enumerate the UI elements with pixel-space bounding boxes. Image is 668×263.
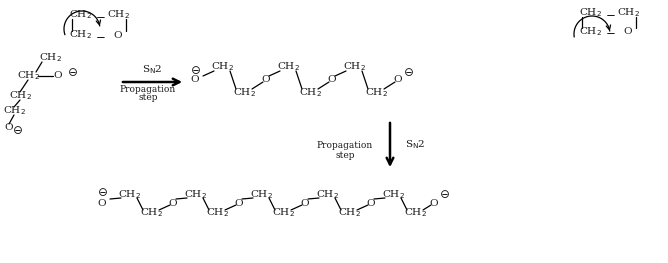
Text: $\ominus$: $\ominus$ bbox=[439, 188, 450, 200]
Text: CH$_2$: CH$_2$ bbox=[578, 7, 601, 19]
Text: $\ominus$: $\ominus$ bbox=[403, 65, 413, 78]
Text: O: O bbox=[328, 75, 336, 84]
Text: O: O bbox=[169, 199, 177, 208]
Text: $\ominus$: $\ominus$ bbox=[67, 67, 77, 79]
Text: CH$_2$: CH$_2$ bbox=[299, 87, 321, 99]
Text: CH$_2$: CH$_2$ bbox=[39, 52, 61, 64]
Text: $\ominus$: $\ominus$ bbox=[11, 124, 23, 138]
Text: CH$_2$: CH$_2$ bbox=[365, 87, 387, 99]
Text: CH$_2$: CH$_2$ bbox=[381, 189, 404, 201]
Text: CH$_2$: CH$_2$ bbox=[69, 9, 92, 21]
Text: O: O bbox=[234, 199, 243, 208]
Text: S$_{\rm N}$2: S$_{\rm N}$2 bbox=[142, 64, 162, 76]
Text: O: O bbox=[367, 199, 375, 208]
Text: $-$: $-$ bbox=[605, 26, 615, 38]
Text: O: O bbox=[114, 31, 122, 39]
Text: CH$_2$: CH$_2$ bbox=[271, 207, 295, 219]
Text: CH$_2$: CH$_2$ bbox=[578, 26, 601, 38]
Text: O: O bbox=[393, 75, 402, 84]
Text: CH$_2$: CH$_2$ bbox=[118, 189, 140, 201]
Text: $-$: $-$ bbox=[605, 7, 615, 19]
Text: $-$: $-$ bbox=[95, 28, 106, 42]
Text: CH$_2$: CH$_2$ bbox=[403, 207, 426, 219]
Text: O: O bbox=[430, 199, 438, 208]
Text: CH$_2$: CH$_2$ bbox=[206, 207, 228, 219]
Text: CH$_2$: CH$_2$ bbox=[9, 90, 31, 102]
Text: CH$_2$: CH$_2$ bbox=[184, 189, 206, 201]
Text: O: O bbox=[624, 28, 633, 37]
Text: CH$_2$: CH$_2$ bbox=[17, 70, 39, 82]
Text: O: O bbox=[5, 124, 13, 133]
Text: CH$_2$: CH$_2$ bbox=[337, 207, 361, 219]
Text: step: step bbox=[335, 150, 355, 159]
Text: O: O bbox=[262, 75, 271, 84]
Text: Propagation: Propagation bbox=[317, 140, 373, 149]
Text: O: O bbox=[53, 72, 62, 80]
Text: CH$_2$: CH$_2$ bbox=[140, 207, 162, 219]
Text: step: step bbox=[138, 94, 158, 103]
Text: CH$_2$: CH$_2$ bbox=[277, 60, 299, 73]
Text: CH$_2$: CH$_2$ bbox=[617, 7, 639, 19]
Text: CH$_2$: CH$_2$ bbox=[250, 189, 273, 201]
Text: CH$_2$: CH$_2$ bbox=[3, 105, 25, 117]
Text: $-$: $-$ bbox=[95, 8, 106, 22]
Text: CH$_2$: CH$_2$ bbox=[210, 60, 234, 73]
Text: CH$_2$: CH$_2$ bbox=[69, 29, 92, 41]
Text: Propagation: Propagation bbox=[120, 84, 176, 94]
Text: CH$_2$: CH$_2$ bbox=[232, 87, 255, 99]
Text: CH$_2$: CH$_2$ bbox=[315, 189, 339, 201]
Text: CH$_2$: CH$_2$ bbox=[343, 60, 365, 73]
Text: O: O bbox=[190, 75, 199, 84]
Text: $\ominus$: $\ominus$ bbox=[97, 186, 108, 200]
Text: O: O bbox=[301, 199, 309, 208]
Text: S$_{\rm N}$2: S$_{\rm N}$2 bbox=[405, 139, 426, 151]
Text: O: O bbox=[98, 199, 106, 208]
Text: $\ominus$: $\ominus$ bbox=[190, 63, 200, 77]
Text: CH$_2$: CH$_2$ bbox=[106, 9, 130, 21]
